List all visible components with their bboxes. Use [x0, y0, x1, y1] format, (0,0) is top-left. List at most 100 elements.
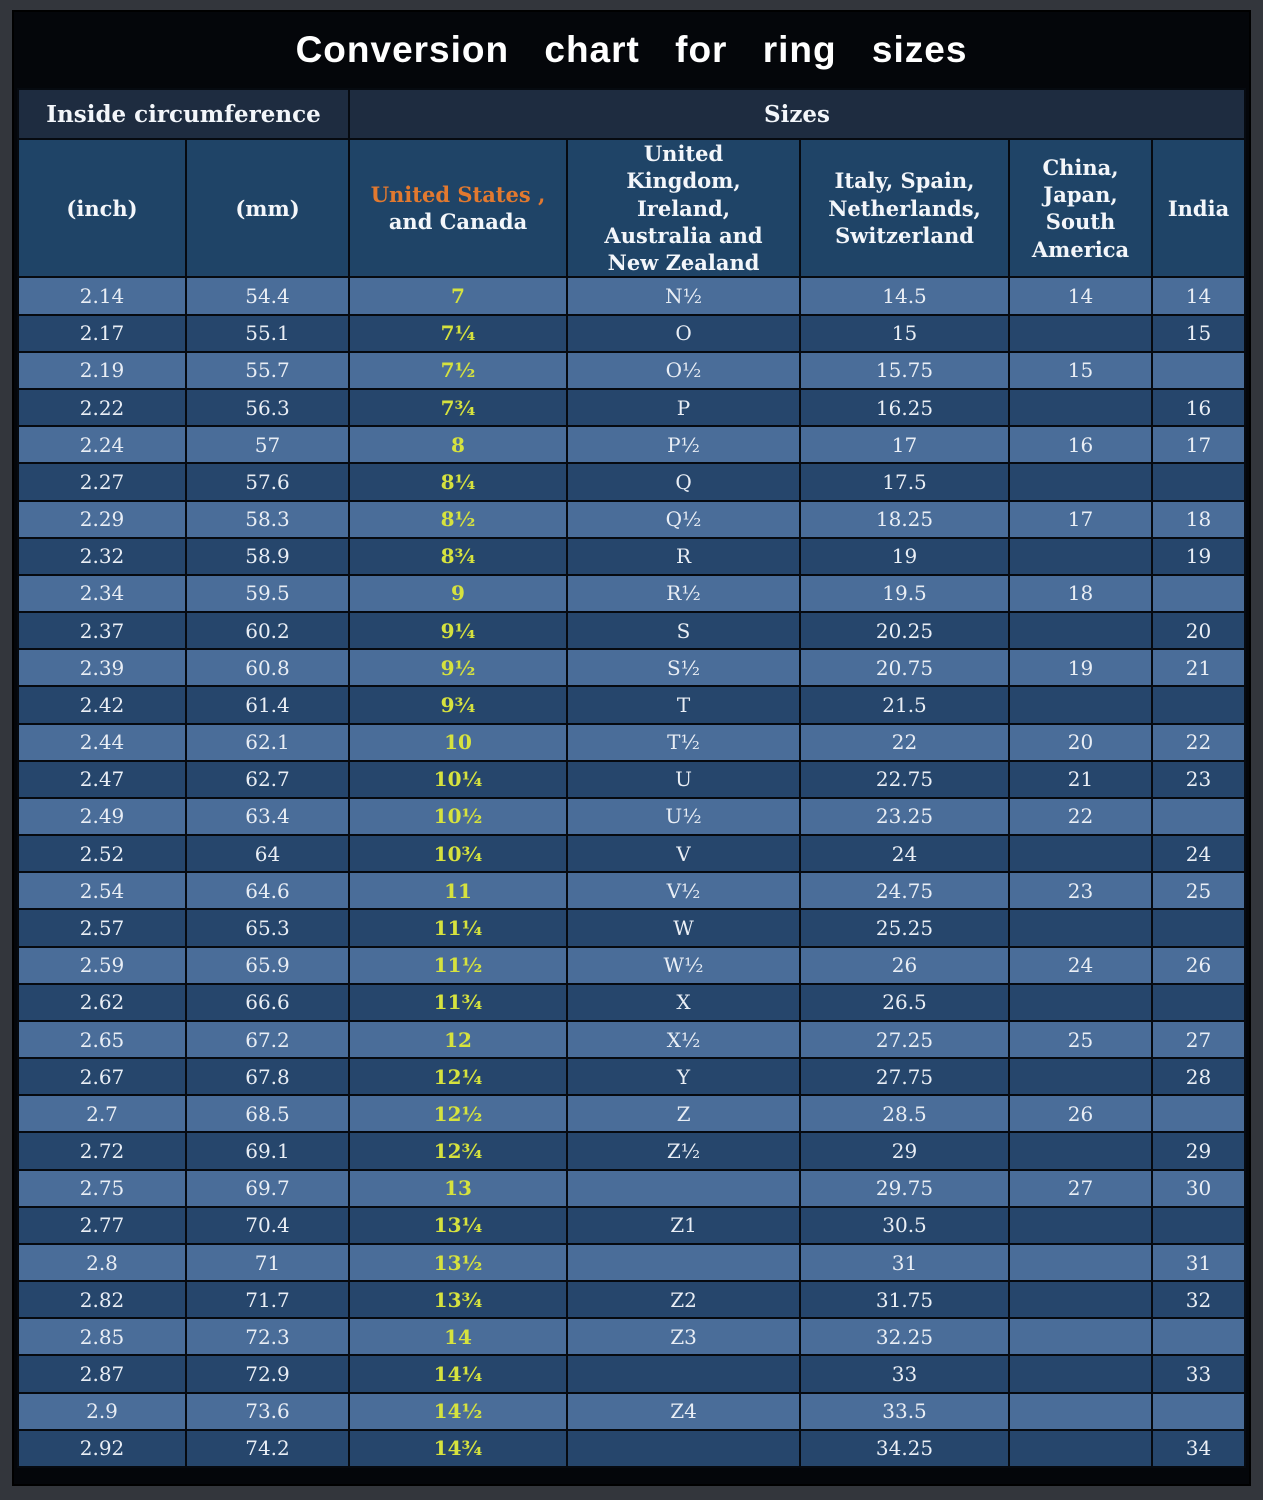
table-row: 2.92 74.2 14¾ 34.25 34: [17, 1428, 1246, 1469]
cell-india: [1151, 1317, 1246, 1357]
cell-italy-spain-netherlands-switzerland: 29: [799, 1131, 1011, 1171]
cell-us-canada: 13½: [348, 1242, 569, 1283]
conversion-table: Inside circumference Sizes (inch) (mm) U…: [16, 88, 1246, 1469]
cell-inch: 2.9: [17, 1391, 187, 1431]
cell-mm: 64: [184, 834, 351, 874]
cell-china-japan-south-america: [1008, 1354, 1154, 1394]
cell-mm: 66.6: [184, 982, 351, 1022]
cell-uk-ireland-australia-nz: Y: [566, 1057, 802, 1097]
cell-india: 22: [1151, 722, 1246, 762]
cell-mm: 62.1: [184, 722, 351, 762]
cell-china-japan-south-america: 17: [1008, 499, 1154, 539]
cell-italy-spain-netherlands-switzerland: 23.25: [799, 796, 1011, 837]
cell-mm: 73.6: [184, 1391, 351, 1431]
cell-china-japan-south-america: [1008, 1057, 1154, 1097]
cell-italy-spain-netherlands-switzerland: 32.25: [799, 1317, 1011, 1357]
cell-italy-spain-netherlands-switzerland: 31.75: [799, 1280, 1011, 1320]
cell-india: [1151, 573, 1246, 614]
cell-inch: 2.47: [17, 759, 187, 799]
cell-uk-ireland-australia-nz: R: [566, 536, 802, 576]
cell-italy-spain-netherlands-switzerland: 30.5: [799, 1205, 1011, 1245]
col-header-india: India: [1151, 137, 1246, 279]
cell-italy-spain-netherlands-switzerland: 18.25: [799, 499, 1011, 539]
cell-inch: 2.42: [17, 685, 187, 725]
cell-italy-spain-netherlands-switzerland: 17.5: [799, 462, 1011, 502]
cell-india: 32: [1151, 1280, 1246, 1320]
cell-inch: 2.34: [17, 573, 187, 614]
cell-mm: 65.9: [184, 945, 351, 985]
cell-mm: 57: [184, 425, 351, 465]
cell-mm: 64.6: [184, 871, 351, 911]
cell-us-canada: 7: [348, 276, 569, 316]
group-header-row: Inside circumference Sizes: [16, 88, 1246, 140]
table-row: 2.27 57.6 8¼ Q 17.5: [17, 462, 1246, 502]
cell-india: 34: [1151, 1428, 1246, 1469]
cell-india: [1151, 1391, 1246, 1431]
table-row: 2.42 61.4 9¾ T 21.5: [17, 685, 1246, 725]
cell-mm: 72.9: [184, 1354, 351, 1394]
cell-uk-ireland-australia-nz: [566, 1168, 802, 1208]
cell-china-japan-south-america: [1008, 834, 1154, 874]
table-row: 2.65 67.2 12 X½ 27.25 25 27: [17, 1019, 1246, 1060]
cell-uk-ireland-australia-nz: Z2: [566, 1280, 802, 1320]
cell-china-japan-south-america: 14: [1008, 276, 1154, 316]
cell-uk-ireland-australia-nz: V½: [566, 871, 802, 911]
cell-mm: 62.7: [184, 759, 351, 799]
cell-us-canada: 10½: [348, 796, 569, 837]
cell-italy-spain-netherlands-switzerland: 33: [799, 1354, 1011, 1394]
cell-us-canada: 11: [348, 871, 569, 911]
cell-uk-ireland-australia-nz: Z½: [566, 1131, 802, 1171]
us-header-second-line: and Canada: [388, 209, 528, 235]
cell-mm: 58.3: [184, 499, 351, 539]
cell-china-japan-south-america: 18: [1008, 573, 1154, 614]
cell-uk-ireland-australia-nz: P½: [566, 425, 802, 465]
cell-india: 15: [1151, 313, 1246, 353]
cell-china-japan-south-america: [1008, 1428, 1154, 1469]
cell-italy-spain-netherlands-switzerland: 19: [799, 536, 1011, 576]
cell-india: 24: [1151, 834, 1246, 874]
cell-italy-spain-netherlands-switzerland: 22.75: [799, 759, 1011, 799]
cell-inch: 2.8: [17, 1242, 187, 1283]
cell-inch: 2.17: [17, 313, 187, 353]
cell-china-japan-south-america: [1008, 908, 1154, 948]
cell-mm: 55.1: [184, 313, 351, 353]
cell-mm: 63.4: [184, 796, 351, 837]
cell-india: 19: [1151, 536, 1246, 576]
table-row: 2.19 55.7 7½ O½ 15.75 15: [17, 350, 1246, 391]
table-row: 2.47 62.7 10¼ U 22.75 21 23: [17, 759, 1246, 799]
table-row: 2.77 70.4 13¼ Z1 30.5: [17, 1205, 1246, 1245]
cell-india: 33: [1151, 1354, 1246, 1394]
cell-china-japan-south-america: [1008, 1280, 1154, 1320]
cell-italy-spain-netherlands-switzerland: 31: [799, 1242, 1011, 1283]
cell-italy-spain-netherlands-switzerland: 24: [799, 834, 1011, 874]
cell-inch: 2.19: [17, 350, 187, 391]
cell-us-canada: 12: [348, 1019, 569, 1060]
cell-india: 21: [1151, 648, 1246, 688]
cell-italy-spain-netherlands-switzerland: 20.25: [799, 611, 1011, 651]
group-header-inside-circumference: Inside circumference: [16, 88, 351, 140]
cell-india: 18: [1151, 499, 1246, 539]
cell-china-japan-south-america: 20: [1008, 722, 1154, 762]
cell-uk-ireland-australia-nz: P: [566, 387, 802, 428]
us-header-orange-line: United States ,: [370, 181, 546, 207]
cell-italy-spain-netherlands-switzerland: 27.75: [799, 1057, 1011, 1097]
cell-inch: 2.54: [17, 871, 187, 911]
cell-uk-ireland-australia-nz: Q: [566, 462, 802, 502]
cell-inch: 2.85: [17, 1317, 187, 1357]
cell-india: 30: [1151, 1168, 1246, 1208]
table-row: 2.29 58.3 8½ Q½ 18.25 17 18: [17, 499, 1246, 539]
cell-china-japan-south-america: 21: [1008, 759, 1154, 799]
cell-uk-ireland-australia-nz: [566, 1242, 802, 1283]
cell-italy-spain-netherlands-switzerland: 16.25: [799, 387, 1011, 428]
col-header-china-japan-south-america: China, Japan, South America: [1008, 137, 1154, 279]
table-row: 2.34 59.5 9 R½ 19.5 18: [17, 573, 1246, 614]
cell-uk-ireland-australia-nz: W: [566, 908, 802, 948]
cell-italy-spain-netherlands-switzerland: 28.5: [799, 1094, 1011, 1134]
cell-us-canada: 7¾: [348, 387, 569, 428]
cell-china-japan-south-america: 24: [1008, 945, 1154, 985]
cell-inch: 2.44: [17, 722, 187, 762]
cell-italy-spain-netherlands-switzerland: 22: [799, 722, 1011, 762]
cell-us-canada: 14½: [348, 1391, 569, 1431]
cell-mm: 55.7: [184, 350, 351, 391]
cell-us-canada: 11½: [348, 945, 569, 985]
